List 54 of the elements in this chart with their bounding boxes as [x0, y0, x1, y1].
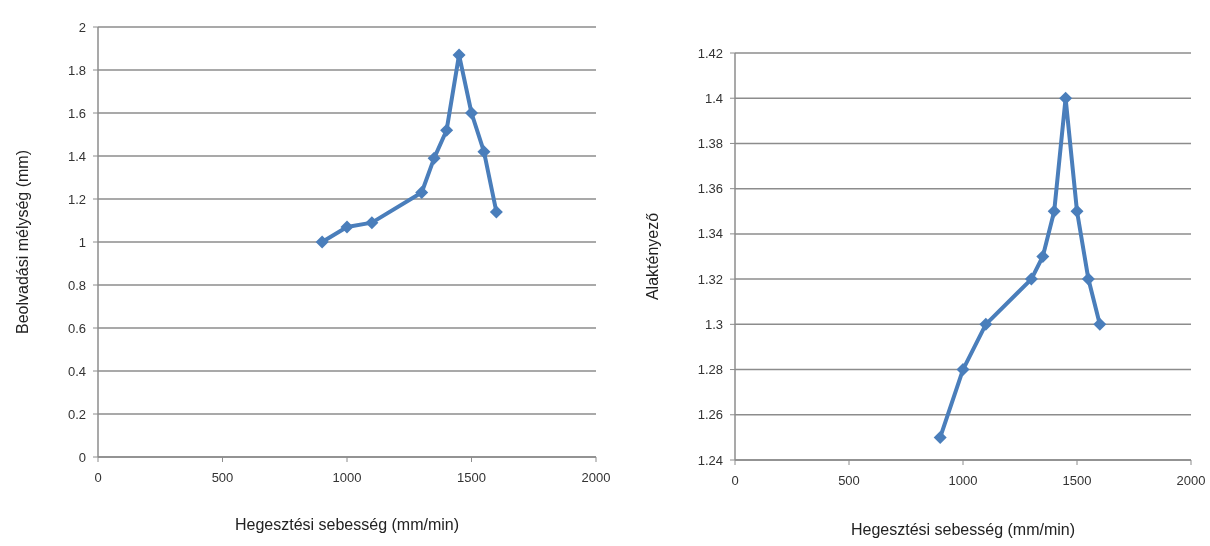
y-tick-label: 1.8 [67, 62, 86, 78]
y-tick-label: 1.26 [697, 407, 723, 423]
y-tick-label: 1.28 [697, 362, 723, 378]
point [979, 317, 993, 331]
y-tick-label: 1.3 [704, 316, 723, 332]
point [1036, 250, 1050, 263]
x-tick-label: 1000 [948, 473, 978, 488]
y-axis-title: Beolvadási mélység (mm) [14, 149, 31, 335]
y-tick-label: 1.38 [697, 135, 723, 151]
y-tick-label: 1.6 [67, 105, 86, 121]
y-axis-title: Alaktényező [644, 212, 661, 301]
y-tick-label: 0.2 [67, 406, 86, 422]
x-tick-label: 0 [94, 470, 102, 485]
point [440, 123, 454, 137]
point [956, 363, 970, 377]
x-axis-title: Hegesztési sebesség (mm/min) [234, 516, 460, 533]
point [315, 235, 329, 249]
point [1070, 204, 1084, 218]
x-tick-label: 1500 [457, 470, 486, 485]
y-tick-label: 0 [78, 449, 86, 465]
x-tick-label: 0 [731, 473, 739, 488]
point [1093, 317, 1107, 331]
point [1081, 272, 1095, 286]
x-axis-title: Hegesztési sebesség (mm/min) [850, 521, 1076, 538]
y-tick-label: 0.8 [67, 277, 86, 293]
x-tick-label: 500 [838, 473, 860, 488]
point [427, 151, 441, 165]
y-tick-label: 1.42 [697, 45, 723, 61]
x-tick-label: 1000 [332, 470, 362, 485]
x-tick-label: 2000 [581, 470, 611, 485]
point [1047, 204, 1061, 218]
point [340, 220, 354, 234]
point [1059, 91, 1073, 105]
y-tick-label: 2 [78, 19, 86, 35]
y-tick-label: 1.34 [697, 226, 723, 242]
y-tick-label: 1.4 [704, 90, 723, 106]
y-tick-label: 1 [78, 234, 86, 250]
x-tick-label: 1500 [1062, 473, 1092, 488]
point [365, 216, 379, 230]
y-tick-label: 1.4 [67, 148, 86, 164]
point [477, 145, 491, 159]
y-tick-label: 0.4 [67, 363, 86, 379]
y-tick-label: 1.36 [697, 181, 723, 197]
x-tick-label: 2000 [1176, 473, 1206, 488]
point [465, 106, 478, 120]
point [933, 430, 947, 444]
x-tick-label: 500 [211, 470, 234, 485]
point [1024, 272, 1038, 286]
point [415, 186, 429, 200]
point [489, 205, 503, 219]
y-tick-label: 1.2 [67, 191, 86, 207]
y-tick-label: 0.6 [67, 320, 86, 336]
y-tick-label: 1.32 [697, 271, 723, 287]
y-tick-label: 1.24 [697, 452, 723, 468]
